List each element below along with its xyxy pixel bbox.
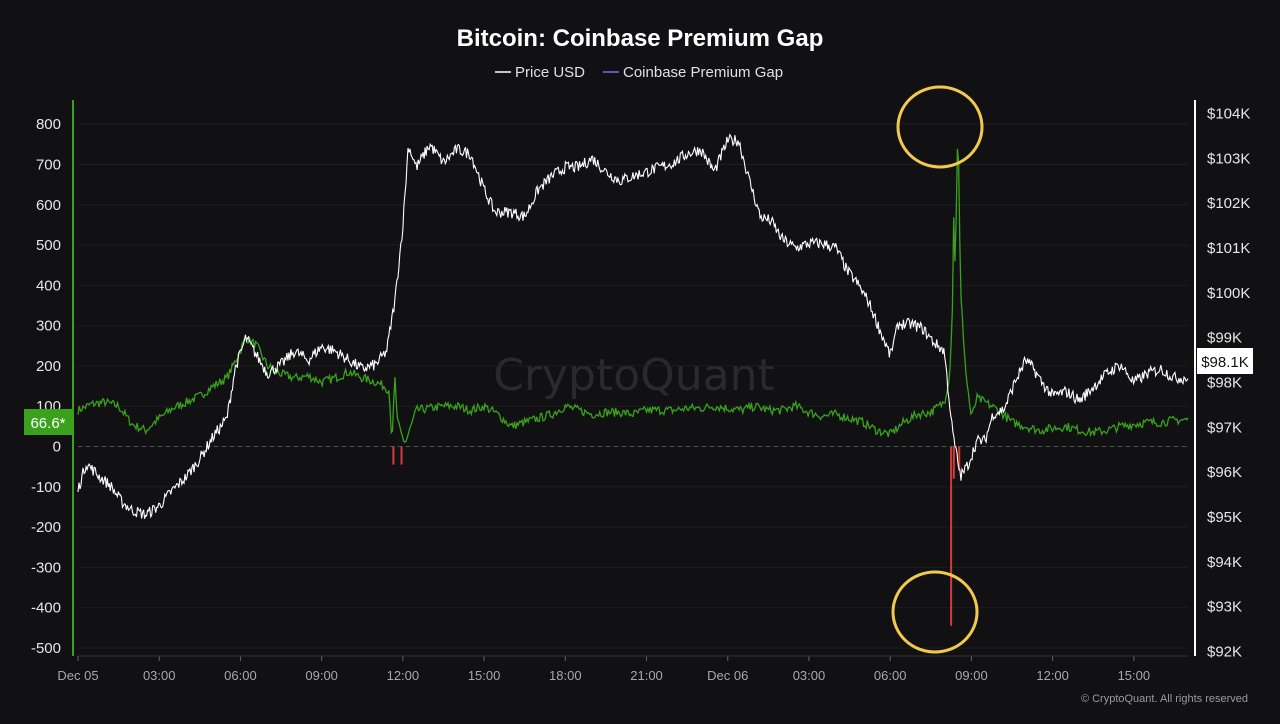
series-price-usd-line — [77, 133, 1189, 519]
highlight-annotations — [891, 85, 984, 654]
current-price-value: $98.1K — [1201, 354, 1249, 371]
y-right-tick-label: $103K — [1207, 150, 1250, 167]
y-right-tick-label: $94K — [1207, 554, 1242, 571]
y-left-tick-label: 500 — [36, 237, 61, 254]
price-layer — [77, 133, 1189, 519]
y-left-tick-label: 800 — [36, 116, 61, 133]
y-left-tick-label: -100 — [31, 479, 61, 496]
x-tick-label: 06:00 — [224, 668, 257, 683]
y-right-tick-label: $98K — [1207, 374, 1242, 391]
x-tick-label: 18:00 — [549, 668, 582, 683]
y-left-tick-label: 600 — [36, 197, 61, 214]
legend: Price USD Coinbase Premium Gap — [495, 64, 783, 81]
y-right-tick-label: $93K — [1207, 599, 1242, 616]
y-right-tick-label: $95K — [1207, 509, 1242, 526]
premium-layer — [77, 148, 1189, 626]
y-right-tick-label: $102K — [1207, 195, 1250, 212]
x-tick-label: Dec 06 — [707, 668, 748, 683]
y-right-tick-label: $97K — [1207, 419, 1242, 436]
x-tick-label: Dec 05 — [57, 668, 98, 683]
x-tick-label: 09:00 — [955, 668, 988, 683]
y-left-tick-label: 300 — [36, 318, 61, 335]
current-price-badge: $98.1K — [1197, 348, 1253, 374]
copyright: © CryptoQuant. All rights reserved — [1081, 693, 1248, 705]
y-left-tick-label: 400 — [36, 277, 61, 294]
axis-layer: 8007006005004003002001000-100-200-300-40… — [31, 100, 1250, 683]
x-tick-label: 15:00 — [468, 668, 501, 683]
y-right-tick-label: $96K — [1207, 464, 1242, 481]
x-tick-label: 12:00 — [387, 668, 420, 683]
x-tick-label: 03:00 — [143, 668, 176, 683]
y-left-tick-label: 700 — [36, 156, 61, 173]
watermark: CryptoQuant — [493, 350, 775, 401]
x-tick-label: 03:00 — [793, 668, 826, 683]
current-premium-value: 66.6* — [30, 415, 65, 432]
y-right-tick-label: $101K — [1207, 240, 1250, 257]
legend-label-price[interactable]: Price USD — [515, 64, 585, 81]
y-left-tick-label: -200 — [31, 519, 61, 536]
x-tick-label: 15:00 — [1118, 668, 1151, 683]
y-right-tick-label: $92K — [1207, 644, 1242, 661]
x-tick-label: 06:00 — [874, 668, 907, 683]
legend-label-premium[interactable]: Coinbase Premium Gap — [623, 64, 783, 81]
y-right-tick-label: $99K — [1207, 330, 1242, 347]
y-left-tick-label: -500 — [31, 640, 61, 657]
x-tick-label: 12:00 — [1036, 668, 1069, 683]
highlight-circle-trough — [891, 570, 979, 654]
grid-layer — [78, 123, 1188, 649]
y-left-tick-label: -400 — [31, 600, 61, 617]
chart-title: Bitcoin: Coinbase Premium Gap — [457, 25, 824, 52]
current-price-badge-bg — [1197, 348, 1253, 374]
series-premium-gap-line — [77, 148, 1189, 444]
x-tick-label: 09:00 — [305, 668, 338, 683]
y-right-tick-label: $104K — [1207, 105, 1250, 122]
y-left-tick-label: -300 — [31, 559, 61, 576]
y-left-tick-label: 0 — [53, 438, 61, 455]
current-premium-badge-bg — [24, 409, 72, 435]
y-right-tick-label: $100K — [1207, 285, 1250, 302]
highlight-circle-peak — [896, 85, 984, 169]
current-premium-badge: 66.6* — [24, 409, 72, 435]
y-left-tick-label: 200 — [36, 358, 61, 375]
x-tick-label: 21:00 — [630, 668, 663, 683]
